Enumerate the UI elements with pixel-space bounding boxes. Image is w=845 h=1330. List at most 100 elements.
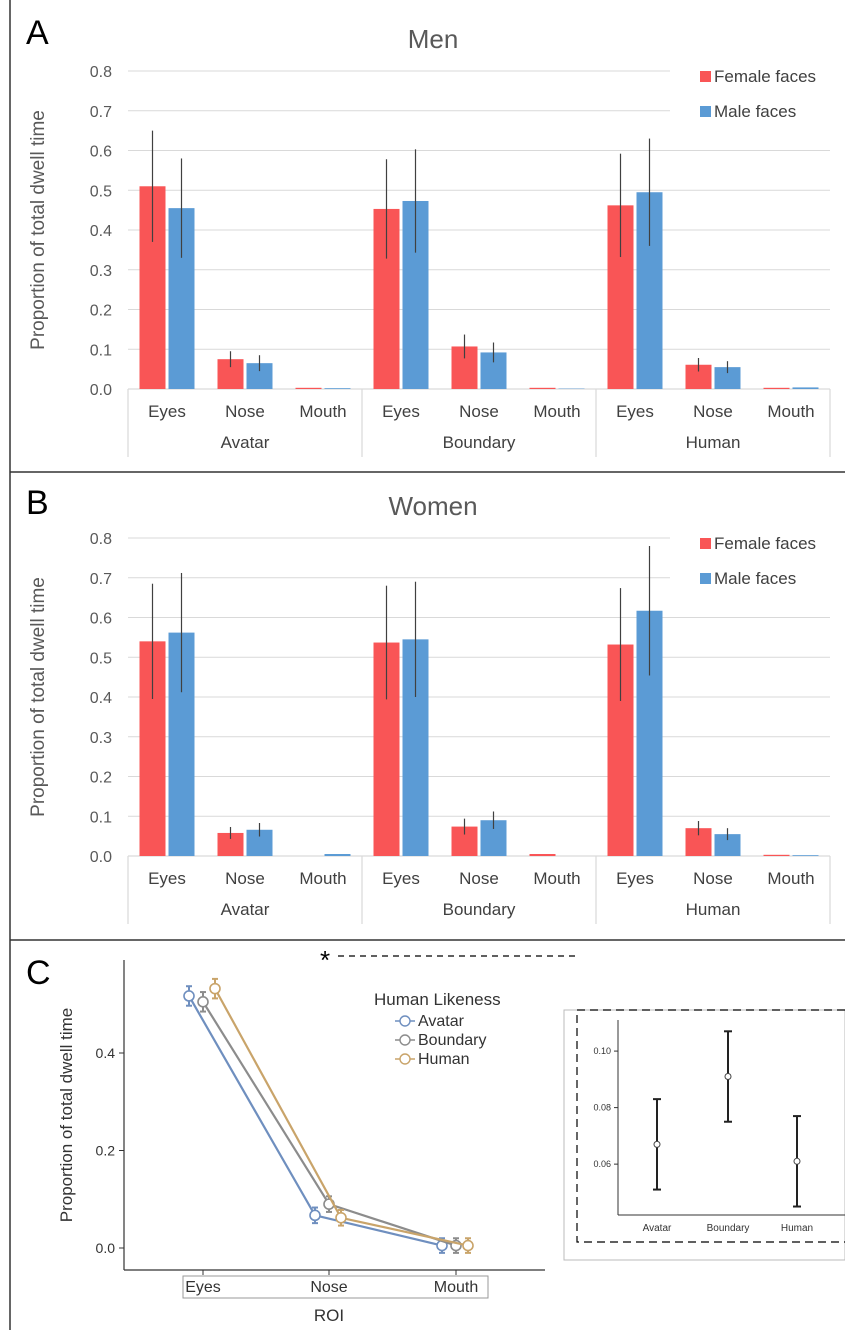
x-tick-label: Mouth bbox=[533, 402, 580, 421]
legend-swatch bbox=[700, 538, 711, 549]
inset-point bbox=[724, 1073, 732, 1081]
legend-label: Male faces bbox=[714, 569, 796, 588]
x-tick-label: Eyes bbox=[148, 869, 186, 888]
data-point bbox=[335, 1211, 347, 1224]
inset-y-tick-label: 0.06 bbox=[593, 1159, 611, 1169]
group-label: Avatar bbox=[221, 433, 270, 452]
bar bbox=[714, 834, 741, 856]
bar bbox=[324, 854, 351, 856]
x-tick-label: Nose bbox=[459, 869, 499, 888]
y-tick-label: 0.5 bbox=[90, 650, 112, 667]
y-tick-label: 0.8 bbox=[90, 531, 112, 548]
x-tick-label: Eyes bbox=[185, 1279, 221, 1296]
bar bbox=[324, 388, 351, 389]
bar bbox=[763, 387, 790, 389]
chart-panel-a: Men 0.0 0.1 0.2 0.3 0.4 0.5 0.6 0.7 0.8 Proportion… bbox=[28, 24, 831, 457]
inset-frame bbox=[563, 1009, 845, 1261]
y-tick-label: 0.0 bbox=[90, 382, 112, 399]
legend-label: Avatar bbox=[418, 1013, 465, 1030]
x-tick-label: Eyes bbox=[616, 402, 654, 421]
inset-dashed-border bbox=[576, 1009, 845, 1243]
x-tick-label: Mouth bbox=[299, 402, 346, 421]
inset-y-tick-label: 0.10 bbox=[593, 1046, 611, 1056]
x-tick-label: Eyes bbox=[382, 869, 420, 888]
y-tick-label: 0.4 bbox=[90, 223, 112, 240]
y-tick-label: 0.7 bbox=[90, 571, 112, 588]
group-label: Boundary bbox=[443, 900, 516, 919]
bar bbox=[217, 832, 244, 856]
y-tick-label: 0.0 bbox=[96, 1240, 116, 1256]
y-tick-label: 0.8 bbox=[90, 64, 112, 81]
y-tick-label: 0.6 bbox=[90, 144, 112, 161]
data-point bbox=[462, 1239, 474, 1252]
inset-x-tick-label: Human bbox=[781, 1223, 813, 1234]
y-tick-label: 0.4 bbox=[90, 690, 112, 707]
inset-point bbox=[653, 1140, 661, 1148]
group-label: Human bbox=[686, 433, 741, 452]
inset-y-tick-label: 0.08 bbox=[593, 1103, 611, 1113]
inset-point bbox=[793, 1157, 801, 1165]
bar bbox=[792, 855, 819, 856]
y-tick-label: 0.5 bbox=[90, 183, 112, 200]
panel-label-a: A bbox=[26, 14, 49, 52]
x-tick-label: Nose bbox=[693, 869, 733, 888]
y-tick-label: 0.7 bbox=[90, 104, 112, 121]
x-tick-label: Nose bbox=[459, 402, 499, 421]
chart-title: Men bbox=[408, 24, 459, 54]
x-axis-label: ROI bbox=[314, 1306, 344, 1325]
x-tick-label: Eyes bbox=[616, 869, 654, 888]
legend-label: Female faces bbox=[714, 534, 816, 553]
chart-panel-c: 0.0 0.2 0.4 Eyes Nose Mouth ROI Proportion of t… bbox=[57, 945, 845, 1325]
x-tick-label: Nose bbox=[225, 402, 265, 421]
data-point bbox=[197, 996, 209, 1008]
y-tick-label: 0.2 bbox=[96, 1143, 116, 1159]
legend-title: Human Likeness bbox=[374, 990, 501, 1009]
y-tick-label: 0.6 bbox=[90, 611, 112, 628]
legend-label: Male faces bbox=[714, 102, 796, 121]
group-label: Human bbox=[686, 900, 741, 919]
data-point bbox=[209, 982, 221, 995]
legend-swatch bbox=[700, 106, 711, 117]
y-axis-label: Proportion of total dwell time bbox=[28, 577, 49, 817]
panel-label-c: C bbox=[26, 954, 51, 992]
legend-label: Female faces bbox=[714, 67, 816, 86]
y-tick-label: 0.1 bbox=[90, 809, 112, 826]
chart-title: Women bbox=[388, 491, 477, 521]
y-tick-label: 0.1 bbox=[90, 342, 112, 359]
x-label-box bbox=[182, 1275, 489, 1299]
data-point bbox=[183, 990, 195, 1002]
x-tick-label: Mouth bbox=[767, 869, 814, 888]
x-tick-label: Nose bbox=[225, 869, 265, 888]
x-tick-label: Mouth bbox=[767, 402, 814, 421]
y-tick-label: 0.2 bbox=[90, 770, 112, 787]
legend-swatch bbox=[700, 71, 711, 82]
x-tick-label: Nose bbox=[693, 402, 733, 421]
x-tick-label: Mouth bbox=[533, 869, 580, 888]
y-axis-label: Proportion of total dwell time bbox=[57, 1008, 76, 1223]
group-label: Avatar bbox=[221, 900, 270, 919]
inset-x-tick-label: Boundary bbox=[707, 1223, 750, 1234]
y-tick-label: 0.0 bbox=[90, 849, 112, 866]
bar bbox=[529, 387, 556, 389]
legend-label: Human bbox=[418, 1051, 470, 1068]
bar bbox=[714, 367, 741, 389]
inset-x-tick-label: Avatar bbox=[643, 1223, 672, 1234]
bar bbox=[295, 387, 322, 389]
y-tick-label: 0.4 bbox=[96, 1045, 116, 1061]
chart-panel-b: Women 0.0 0.1 0.2 0.3 0.4 0.5 0.6 0.7 0.8 Proporti… bbox=[28, 491, 831, 924]
legend-marker bbox=[399, 1015, 411, 1027]
x-tick-label: Nose bbox=[310, 1279, 347, 1296]
bar bbox=[763, 854, 790, 856]
bar bbox=[792, 387, 819, 389]
x-tick-label: Mouth bbox=[434, 1279, 478, 1296]
y-tick-label: 0.3 bbox=[90, 730, 112, 747]
legend-label: Boundary bbox=[418, 1032, 487, 1049]
legend-marker bbox=[399, 1053, 411, 1065]
data-point bbox=[309, 1209, 321, 1222]
x-tick-label: Eyes bbox=[382, 402, 420, 421]
group-label: Boundary bbox=[443, 433, 516, 452]
panel-label-b: B bbox=[26, 484, 49, 522]
significance-asterisk: * bbox=[320, 945, 330, 975]
legend-swatch bbox=[700, 573, 711, 584]
